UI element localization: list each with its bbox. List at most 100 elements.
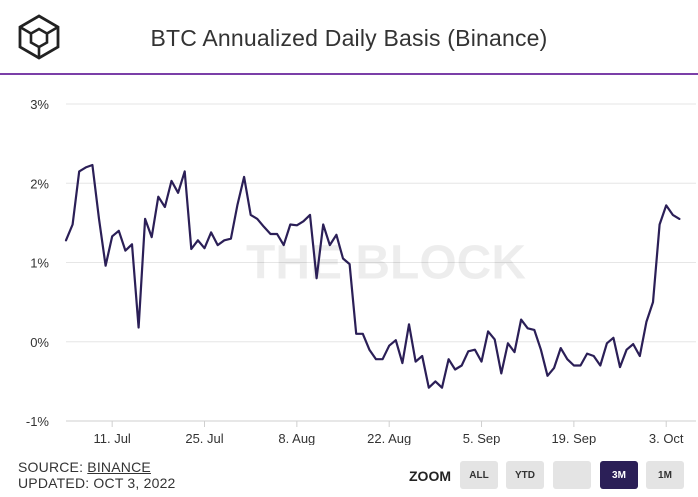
- data-point[interactable]: [414, 360, 416, 362]
- data-point[interactable]: [335, 234, 337, 236]
- data-point[interactable]: [263, 226, 265, 228]
- data-point[interactable]: [500, 372, 502, 374]
- data-point[interactable]: [223, 239, 225, 241]
- data-point[interactable]: [652, 301, 654, 303]
- data-point[interactable]: [203, 247, 205, 249]
- data-point[interactable]: [296, 224, 298, 226]
- data-point[interactable]: [355, 333, 357, 335]
- data-point[interactable]: [579, 364, 581, 366]
- data-point[interactable]: [599, 364, 601, 366]
- data-point[interactable]: [573, 364, 575, 366]
- data-point[interactable]: [190, 248, 192, 250]
- data-point[interactable]: [381, 358, 383, 360]
- data-point[interactable]: [85, 166, 87, 168]
- data-point[interactable]: [639, 355, 641, 357]
- data-point[interactable]: [177, 192, 179, 194]
- data-point[interactable]: [137, 326, 139, 328]
- data-point[interactable]: [454, 368, 456, 370]
- data-point[interactable]: [388, 345, 390, 347]
- data-point[interactable]: [144, 218, 146, 220]
- data-point[interactable]: [342, 257, 344, 259]
- data-point[interactable]: [375, 358, 377, 360]
- data-point[interactable]: [157, 196, 159, 198]
- data-point[interactable]: [91, 164, 93, 166]
- data-point[interactable]: [401, 362, 403, 364]
- data-point[interactable]: [559, 347, 561, 349]
- data-point[interactable]: [441, 387, 443, 389]
- data-point[interactable]: [672, 214, 674, 216]
- data-point[interactable]: [586, 352, 588, 354]
- data-point[interactable]: [368, 348, 370, 350]
- data-point[interactable]: [553, 367, 555, 369]
- data-point[interactable]: [249, 214, 251, 216]
- data-point[interactable]: [315, 277, 317, 279]
- data-point[interactable]: [282, 244, 284, 246]
- data-point[interactable]: [487, 330, 489, 332]
- data-point[interactable]: [658, 223, 660, 225]
- data-point[interactable]: [527, 327, 529, 329]
- data-point[interactable]: [428, 387, 430, 389]
- data-point[interactable]: [540, 348, 542, 350]
- data-point[interactable]: [348, 263, 350, 265]
- data-point[interactable]: [269, 233, 271, 235]
- data-point[interactable]: [322, 223, 324, 225]
- data-point[interactable]: [362, 333, 364, 335]
- data-point[interactable]: [592, 355, 594, 357]
- data-point[interactable]: [632, 343, 634, 345]
- data-point[interactable]: [230, 238, 232, 240]
- data-point[interactable]: [217, 244, 219, 246]
- zoom-ytd-button[interactable]: YTD: [506, 461, 544, 489]
- data-point[interactable]: [124, 249, 126, 251]
- source-link[interactable]: BINANCE: [87, 459, 151, 475]
- data-point[interactable]: [256, 218, 258, 220]
- data-point[interactable]: [520, 318, 522, 320]
- data-point[interactable]: [71, 223, 73, 225]
- data-point[interactable]: [309, 214, 311, 216]
- data-point[interactable]: [606, 342, 608, 344]
- data-point[interactable]: [467, 350, 469, 352]
- data-point[interactable]: [665, 204, 667, 206]
- data-point[interactable]: [395, 339, 397, 341]
- data-point[interactable]: [111, 235, 113, 237]
- data-point[interactable]: [612, 337, 614, 339]
- data-point[interactable]: [131, 243, 133, 245]
- data-point[interactable]: [461, 364, 463, 366]
- data-point[interactable]: [434, 380, 436, 382]
- data-point[interactable]: [170, 180, 172, 182]
- data-point[interactable]: [65, 239, 67, 241]
- data-point[interactable]: [243, 176, 245, 178]
- data-point[interactable]: [513, 351, 515, 353]
- data-point[interactable]: [151, 236, 153, 238]
- data-point[interactable]: [645, 321, 647, 323]
- data-point[interactable]: [507, 342, 509, 344]
- data-point[interactable]: [236, 203, 238, 205]
- data-point[interactable]: [474, 348, 476, 350]
- data-point[interactable]: [210, 231, 212, 233]
- data-point[interactable]: [78, 170, 80, 172]
- data-point[interactable]: [619, 366, 621, 368]
- data-point[interactable]: [329, 244, 331, 246]
- data-point[interactable]: [289, 223, 291, 225]
- data-point[interactable]: [625, 348, 627, 350]
- data-point[interactable]: [184, 170, 186, 172]
- data-point[interactable]: [421, 355, 423, 357]
- data-point[interactable]: [197, 239, 199, 241]
- zoom-blank-button[interactable]: [553, 461, 591, 489]
- data-point[interactable]: [546, 375, 548, 377]
- data-point[interactable]: [408, 323, 410, 325]
- data-point[interactable]: [494, 338, 496, 340]
- zoom-3m-button[interactable]: 3M: [600, 461, 638, 489]
- data-point[interactable]: [533, 329, 535, 331]
- data-point[interactable]: [98, 218, 100, 220]
- data-point[interactable]: [276, 233, 278, 235]
- data-point[interactable]: [480, 360, 482, 362]
- data-point[interactable]: [447, 358, 449, 360]
- data-point[interactable]: [302, 220, 304, 222]
- zoom-all-button[interactable]: ALL: [460, 461, 498, 489]
- zoom-1m-button[interactable]: 1M: [646, 461, 684, 489]
- data-point[interactable]: [164, 206, 166, 208]
- data-point[interactable]: [118, 230, 120, 232]
- data-point[interactable]: [678, 218, 680, 220]
- data-point[interactable]: [566, 358, 568, 360]
- data-point[interactable]: [104, 264, 106, 266]
